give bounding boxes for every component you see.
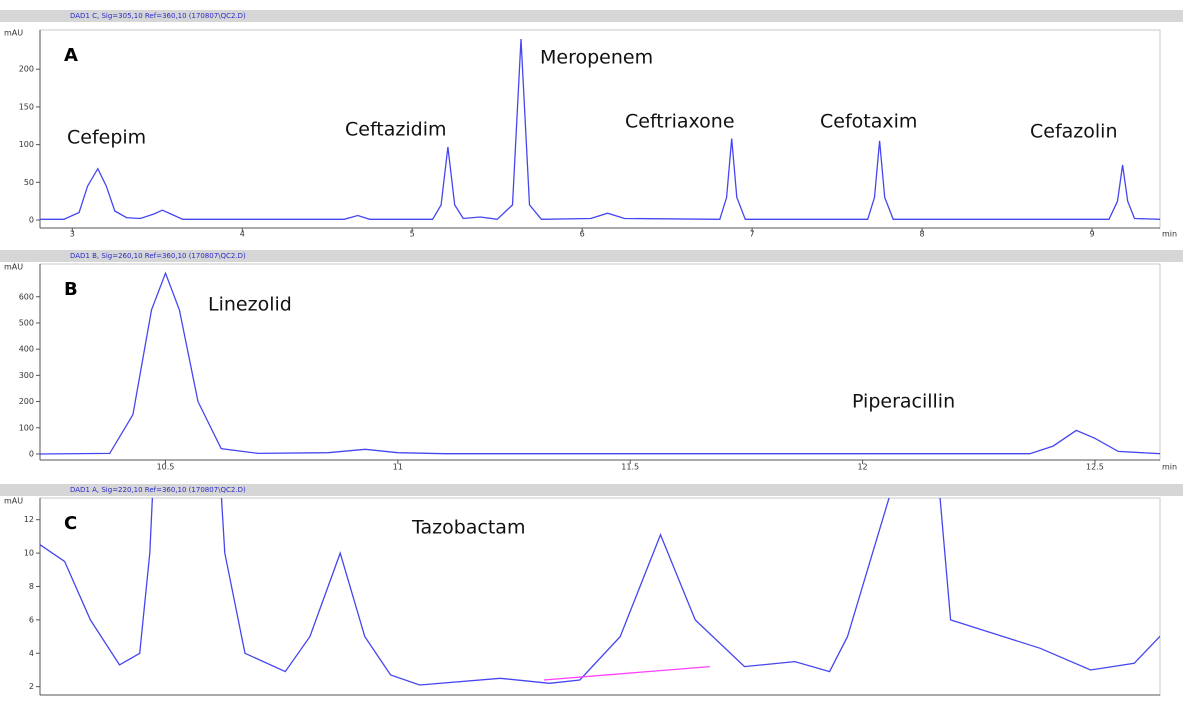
y-tick-label: 150 [19,102,34,111]
y-tick-label: 8 [29,582,34,591]
plot-area [39,263,1161,461]
x-tick-label: 8 [920,230,925,239]
trace [40,498,1160,686]
peak-label: Piperacillin [852,391,955,413]
x-axis-label: min [1162,230,1177,239]
header-bar [0,250,1183,262]
y-tick-label: 6 [29,615,34,624]
y-tick-label: 200 [19,397,34,406]
peak-label: Cefepim [67,127,146,149]
y-tick-label: 50 [24,178,34,187]
x-tick-label: 9 [1089,230,1094,239]
y-tick-label: 10 [24,549,34,558]
y-axis-label: mAU [4,497,23,506]
y-tick-label: 0 [29,449,34,458]
y-axis-label: mAU [4,263,23,272]
peak-label: Tazobactam [411,517,525,539]
x-axis-label: min [1162,463,1177,472]
header-bar [0,10,1183,22]
x-tick-label: 4 [240,230,245,239]
panel-label: A [64,45,78,66]
x-tick-label: 3 [70,230,75,239]
header-bar [0,484,1183,496]
peak-label: Linezolid [208,294,292,316]
y-tick-label: 500 [19,318,34,327]
x-tick-label: 7 [750,230,755,239]
peak-label: Ceftriaxone [625,111,735,133]
y-tick-label: 100 [19,140,34,149]
panel-header: DAD1 B, Sig=260,10 Ref=360,10 (170807\QC… [70,252,246,260]
y-axis-label: mAU [4,29,23,38]
trace [40,38,1160,220]
x-tick-label: 11 [393,463,403,472]
peak-label: Cefotaxim [820,111,917,133]
plot-area [39,29,1161,229]
peak-label: Cefazolin [1030,121,1118,143]
x-tick-label: 5 [410,230,415,239]
x-tick-label: 12.5 [1086,463,1104,472]
plot-area [39,497,1161,696]
panel-header: DAD1 A, Sig=220,10 Ref=360,10 (170807\QC… [70,486,246,494]
trace [40,271,1160,455]
x-tick-label: 11.5 [621,463,639,472]
peak-label: Meropenem [540,47,653,69]
panel-header: DAD1 C, Sig=305,10 Ref=360,10 (170807\QC… [70,12,246,20]
y-tick-label: 300 [19,371,34,380]
y-tick-label: 400 [19,345,34,354]
y-tick-label: 0 [29,216,34,225]
peak-label: Ceftazidim [345,119,447,141]
y-tick-label: 600 [19,292,34,301]
y-tick-label: 2 [29,682,34,691]
y-tick-label: 12 [24,515,34,524]
y-tick-label: 4 [29,649,34,658]
y-tick-label: 200 [19,65,34,74]
x-tick-label: 6 [580,230,585,239]
panel-label: B [64,279,78,300]
x-tick-label: 12 [857,463,867,472]
y-tick-label: 100 [19,423,34,432]
x-tick-label: 10.5 [157,463,175,472]
panel-label: C [64,513,77,534]
trace [543,665,710,681]
